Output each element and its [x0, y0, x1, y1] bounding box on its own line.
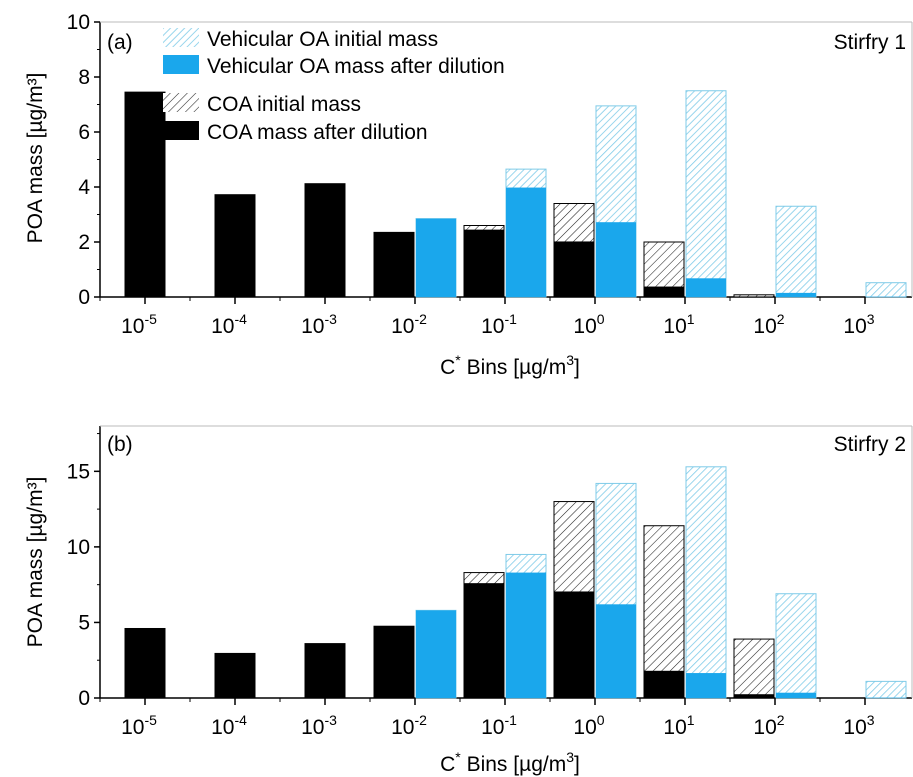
panel-b-ticks: 0 5 10 15 10-5 10-4 10-3 10-2 10-1 100 101 102 103: [67, 433, 875, 739]
x-tick-label: 10-1: [481, 712, 517, 739]
x-tick-label: 10-3: [301, 712, 337, 739]
bar-coa-after: [305, 183, 345, 297]
y-tick-label: 2: [78, 231, 90, 254]
bar-coa-after: [374, 232, 414, 297]
x-tick-label: 101: [663, 311, 694, 338]
x-tick-label: 10-2: [391, 712, 427, 739]
x-tick-label: 10-1: [481, 311, 517, 338]
legend-label-coa-initial: COA initial mass: [207, 93, 361, 116]
y-tick-label: 15: [67, 460, 90, 483]
bar-coa-after: [734, 694, 774, 698]
panel-b-bars: [124, 466, 907, 699]
bar-coa-after: [215, 194, 255, 297]
panel-b-xlabel: C* Bins [µg/m3]: [440, 749, 580, 776]
y-tick-label: 0: [78, 286, 90, 309]
x-tick-label: 10-3: [301, 311, 337, 338]
bar-coa-after: [554, 241, 594, 297]
bar-vehicular-after: [596, 604, 636, 698]
bar-vehicular-after: [776, 692, 816, 698]
bar-vehicular-initial: [775, 205, 817, 298]
y-tick-label: 5: [78, 611, 90, 634]
bar-coa-after: [215, 653, 255, 698]
bar-vehicular-initial: [865, 680, 907, 699]
x-tick-label: 10-4: [211, 311, 247, 338]
panel-a-title: Stirfry 1: [834, 31, 906, 54]
legend-swatch-vehicular-after: [163, 55, 199, 74]
bar-vehicular-initial: [775, 593, 817, 699]
legend-swatch-coa-after: [163, 121, 199, 140]
x-tick-label: 100: [573, 712, 604, 739]
x-tick-label: 103: [843, 712, 874, 739]
x-tick-label: 10-2: [391, 311, 427, 338]
bar-coa-after: [464, 229, 504, 297]
x-tick-label: 100: [573, 311, 604, 338]
legend-swatch-vehicular-initial: [163, 28, 199, 47]
bar-vehicular-initial: [865, 282, 907, 298]
legend-label-coa-after: COA mass after dilution: [207, 121, 428, 144]
bar-vehicular-after: [506, 572, 546, 698]
y-tick-label: 8: [78, 66, 90, 89]
legend-label-vehicular-after: Vehicular OA mass after dilution: [207, 55, 505, 78]
y-tick-label: 6: [78, 121, 90, 144]
panel-b: 0 5 10 15 10-5 10-4 10-3 10-2 10-1 100 101 102 103 (…: [24, 425, 913, 776]
x-tick-label: 102: [753, 311, 784, 338]
panel-a-label: (a): [107, 31, 133, 54]
y-tick-label: 10: [67, 536, 90, 559]
bar-vehicular-initial: [685, 90, 727, 298]
bar-coa-after: [374, 626, 414, 698]
panel-a-ylabel: POA mass [µg/m³]: [24, 73, 47, 244]
bar-coa-initial: [643, 525, 685, 699]
y-tick-label: 0: [78, 687, 90, 710]
bar-vehicular-after: [686, 673, 726, 698]
bar-coa-after: [644, 670, 684, 698]
bar-coa-after: [125, 628, 165, 698]
bar-coa-after: [464, 583, 504, 698]
x-tick-label: 10-4: [211, 712, 247, 739]
bar-vehicular-after: [596, 222, 636, 297]
x-tick-label: 10-5: [121, 712, 157, 739]
bar-vehicular-after: [416, 218, 456, 297]
bar-vehicular-initial: [685, 466, 727, 699]
panel-a-ticks: 0 2 4 6 8 10 10-5 10-4 10-3 10-2 10-1 100 101 102 103: [67, 11, 875, 338]
panel-a-bars: [124, 90, 907, 298]
bar-vehicular-after: [416, 610, 456, 698]
panel-b-label: (b): [107, 433, 133, 456]
panel-b-title: Stirfry 2: [834, 433, 906, 456]
x-tick-label: 10-5: [121, 311, 157, 338]
bar-coa-after: [644, 286, 684, 297]
legend-swatch-coa-initial: [163, 93, 199, 112]
x-tick-label: 102: [753, 712, 784, 739]
y-tick-label: 10: [67, 11, 90, 34]
legend: Vehicular OA initial mass Vehicular OA m…: [163, 28, 505, 144]
bar-vehicular-after: [506, 187, 546, 297]
bar-coa-initial: [733, 638, 775, 699]
panel-b-ylabel: POA mass [µg/m³]: [24, 477, 47, 648]
bar-vehicular-after: [686, 278, 726, 297]
y-tick-label: 4: [78, 176, 90, 199]
bar-coa-after: [554, 591, 594, 698]
bar-coa-after: [305, 643, 345, 698]
bar-coa-after: [734, 296, 774, 297]
panel-a-xlabel: C* Bins [µg/m3]: [440, 352, 580, 379]
legend-label-vehicular-initial: Vehicular OA initial mass: [207, 28, 438, 51]
bar-coa-after: [125, 92, 165, 297]
x-tick-label: 103: [843, 311, 874, 338]
x-tick-label: 101: [663, 712, 694, 739]
bar-vehicular-after: [776, 292, 816, 297]
